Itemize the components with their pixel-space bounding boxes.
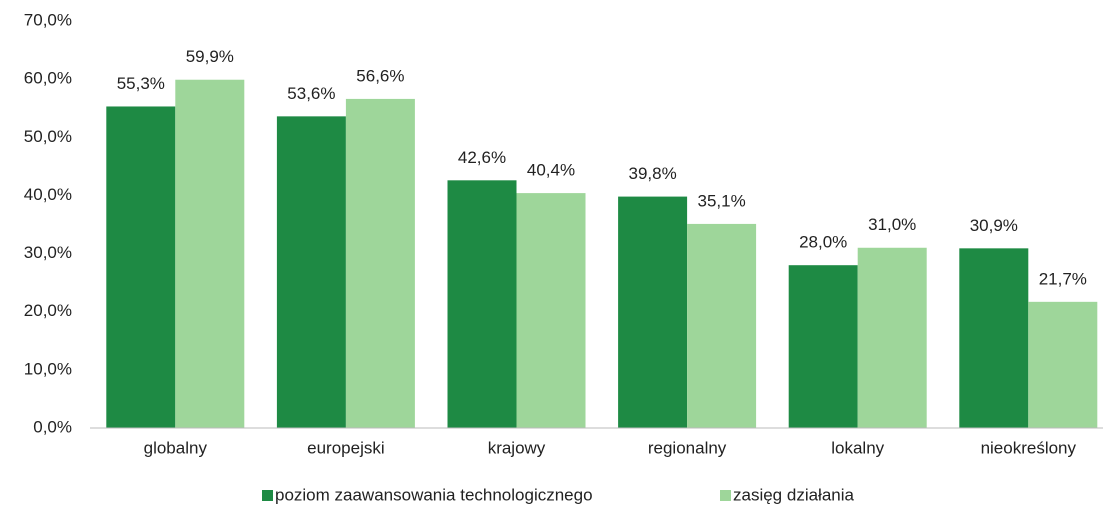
value-label: 40,4% — [527, 161, 575, 180]
bar — [857, 247, 927, 428]
legend-swatch — [262, 490, 273, 501]
x-tick-label: europejski — [307, 438, 385, 457]
value-label: 30,9% — [970, 216, 1018, 235]
value-label: 59,9% — [186, 47, 234, 66]
y-tick-label: 60,0% — [24, 69, 72, 88]
value-label: 56,6% — [356, 66, 404, 85]
legend-swatch — [720, 490, 731, 501]
value-label: 39,8% — [628, 164, 676, 183]
y-tick-label: 20,0% — [24, 301, 72, 320]
y-tick-label: 10,0% — [24, 359, 72, 378]
x-tick-label: regionalny — [648, 438, 727, 457]
value-label: 55,3% — [117, 74, 165, 93]
bar — [1028, 301, 1098, 428]
bar — [345, 98, 415, 428]
value-label: 21,7% — [1039, 269, 1087, 288]
value-label: 28,0% — [799, 233, 847, 252]
bar — [106, 106, 176, 428]
x-tick-label: krajowy — [488, 438, 546, 457]
bar — [788, 265, 858, 428]
y-tick-label: 50,0% — [24, 127, 72, 146]
y-tick-label: 0,0% — [33, 417, 72, 436]
bar — [618, 196, 688, 428]
bar — [175, 79, 245, 428]
value-label: 42,6% — [458, 148, 506, 167]
bar — [959, 248, 1029, 428]
y-tick-label: 70,0% — [24, 10, 72, 29]
bar — [276, 116, 346, 429]
value-label: 53,6% — [287, 84, 335, 103]
bar — [687, 223, 757, 428]
x-tick-label: lokalny — [831, 438, 884, 457]
x-tick-label: nieokreślony — [981, 438, 1077, 457]
y-tick-label: 30,0% — [24, 243, 72, 262]
legend-label: poziom zaawansowania technologicznego — [275, 485, 593, 504]
bar — [516, 193, 586, 428]
x-tick-label: globalny — [144, 438, 208, 457]
legend-label: zasięg działania — [733, 485, 855, 504]
bar — [447, 180, 517, 428]
y-tick-label: 40,0% — [24, 185, 72, 204]
value-label: 35,1% — [697, 191, 745, 210]
value-label: 31,0% — [868, 215, 916, 234]
